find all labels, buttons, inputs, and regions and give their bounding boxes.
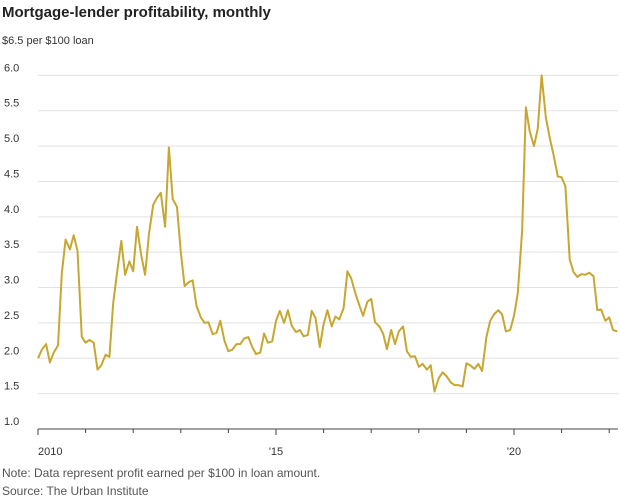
y-tick-label: 3.5 [4, 239, 19, 251]
y-tick-label: 1.5 [4, 381, 19, 393]
chart-title: Mortgage-lender profitability, monthly [2, 4, 271, 21]
y-tick-label: 2.0 [4, 345, 19, 357]
y-tick-label: 6.0 [4, 62, 19, 74]
chart-source: Source: The Urban Institute [2, 484, 149, 498]
y-tick-label: 4.0 [4, 204, 19, 216]
x-tick-label: 2010 [38, 446, 62, 458]
x-ticks: 2010 '15 '20 [37, 429, 610, 458]
y-tick-labels: 1.0 1.5 2.0 2.5 3.0 3.5 4.0 4.5 5.0 5.5 6.0 [4, 62, 19, 428]
series-line-profitability [37, 74, 618, 393]
y-tick-label: 3.0 [4, 275, 19, 287]
y-tick-label: 1.0 [4, 416, 19, 428]
grid-lines [38, 74, 618, 430]
chart-note: Note: Data represent profit earned per $… [2, 466, 321, 480]
y-tick-label: 5.0 [4, 133, 19, 145]
x-tick-label: '20 [507, 446, 521, 458]
y-tick-label: 2.5 [4, 310, 19, 322]
y-axis-label: $6.5 per $100 loan [2, 35, 94, 47]
x-tick-label: '15 [269, 446, 283, 458]
y-tick-label: 4.5 [4, 168, 19, 180]
y-tick-label: 5.5 [4, 98, 19, 110]
